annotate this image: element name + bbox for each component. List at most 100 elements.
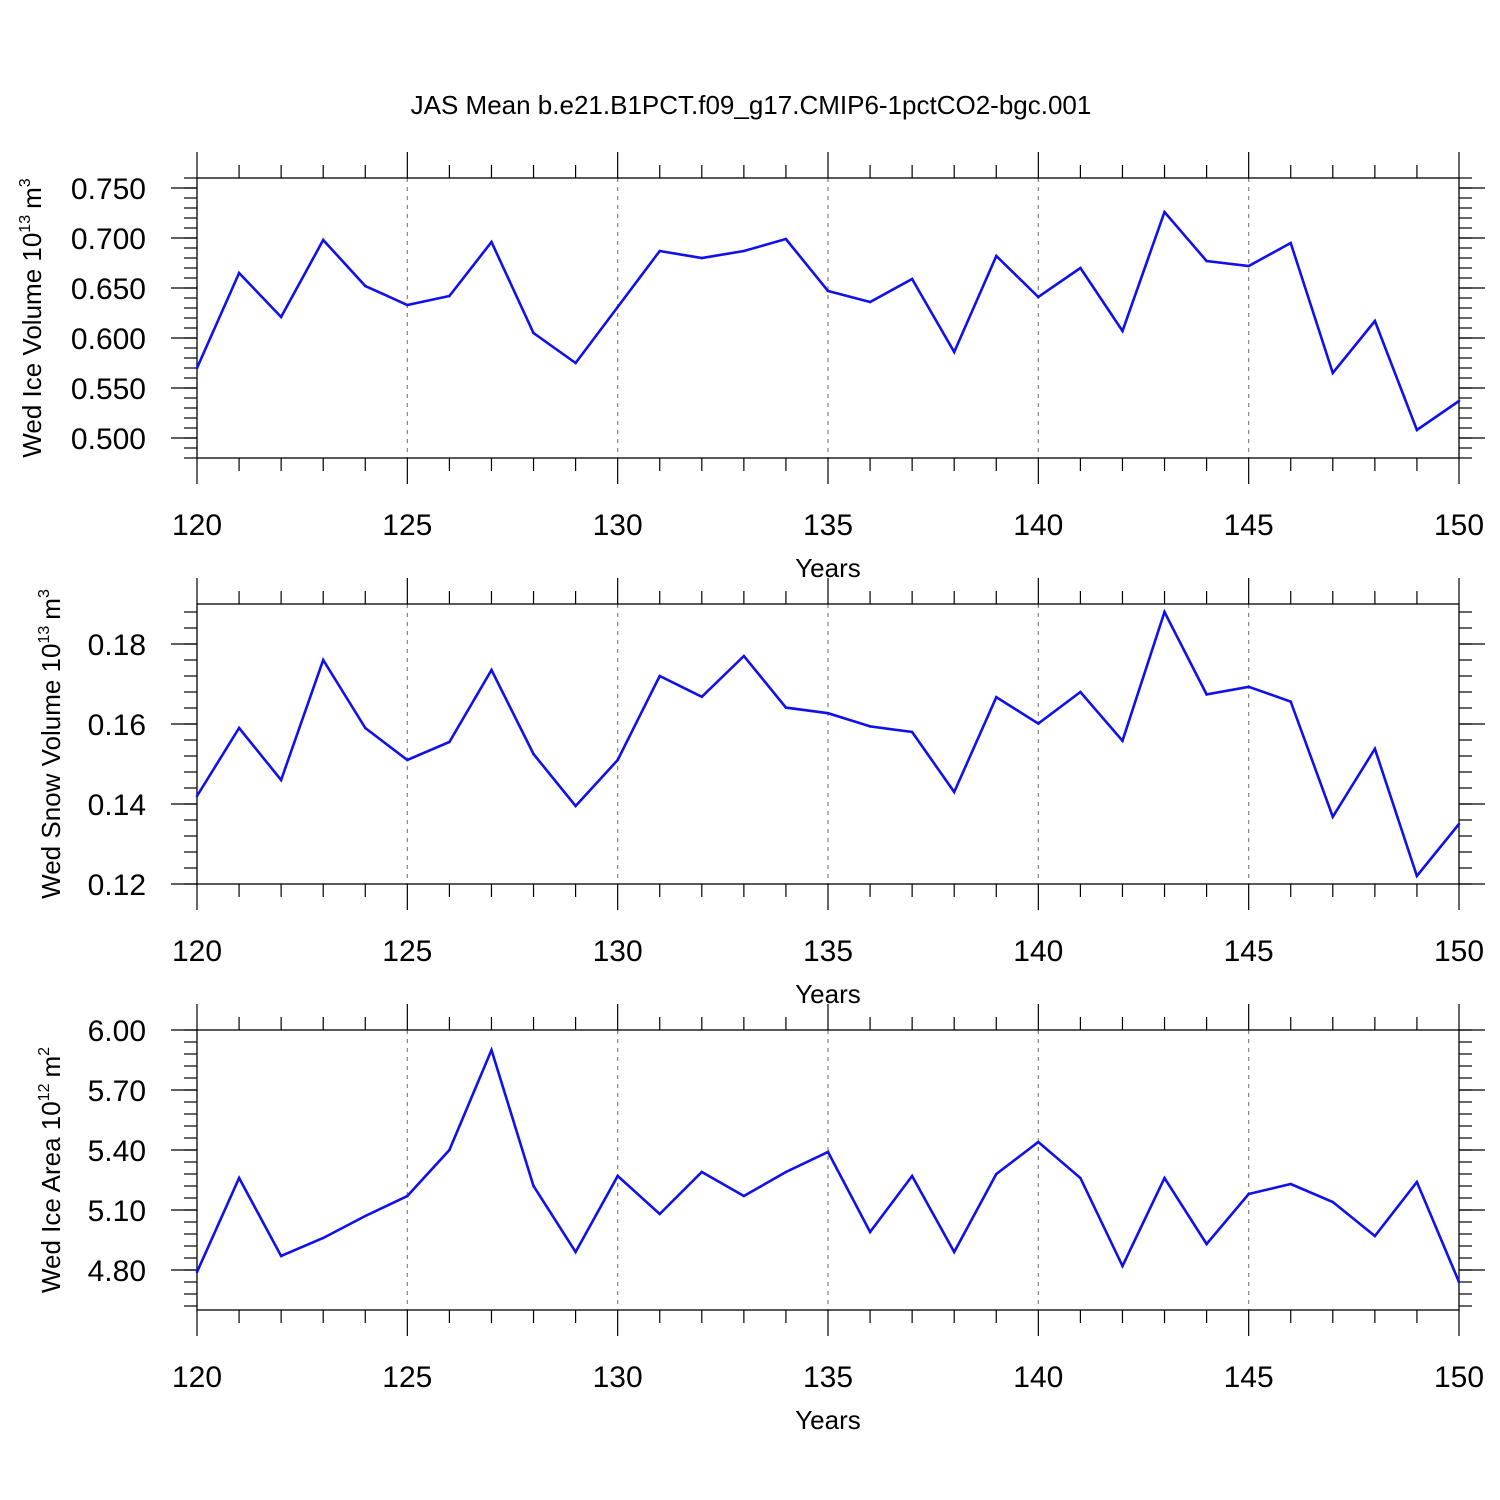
y-tick-label: 0.500 — [71, 423, 146, 456]
y-tick-label: 0.700 — [71, 223, 146, 256]
y-axis-title-unit-exponent: 2 — [36, 1047, 53, 1056]
x-tick-label: 125 — [382, 509, 432, 542]
x-axis-title: Years — [795, 1405, 861, 1435]
data-point — [784, 1170, 788, 1174]
data-point — [658, 674, 662, 678]
y-tick-label: 0.16 — [88, 709, 146, 742]
data-point — [742, 1194, 746, 1198]
data-point — [742, 654, 746, 658]
x-tick-label: 135 — [803, 509, 853, 542]
data-point — [658, 249, 662, 253]
data-point — [490, 668, 493, 672]
x-tick-label: 140 — [1013, 935, 1063, 968]
data-point — [1415, 1180, 1419, 1184]
x-tick-label: 140 — [1013, 1361, 1063, 1394]
x-tick-label: 120 — [172, 509, 222, 542]
x-tick-label: 145 — [1224, 935, 1274, 968]
x-tick-label: 150 — [1434, 509, 1484, 542]
data-point — [406, 303, 409, 307]
data-point — [742, 249, 746, 253]
data-point — [1331, 815, 1335, 819]
data-point — [1079, 1176, 1082, 1180]
data-point — [1373, 1234, 1377, 1238]
data-point — [910, 1174, 914, 1178]
data-point — [826, 289, 830, 293]
data-point — [994, 695, 998, 699]
data-point — [237, 726, 241, 730]
x-tick-label: 130 — [593, 1361, 643, 1394]
data-point — [321, 1236, 325, 1240]
y-axis-title: Wed Snow Volume 1013 m3 — [36, 589, 66, 899]
x-tick-label: 135 — [803, 1361, 853, 1394]
data-point — [1289, 241, 1293, 245]
data-point — [448, 740, 451, 744]
data-point — [1289, 700, 1293, 703]
data-point — [1163, 610, 1166, 614]
y-axis-title-text: Wed Ice Volume 10 — [17, 233, 47, 458]
data-point — [1079, 266, 1082, 270]
y-tick-label: 0.600 — [71, 323, 146, 356]
y-axis-title-text: Wed Ice Area 10 — [36, 1101, 66, 1293]
data-point — [1457, 1280, 1461, 1284]
data-point — [237, 1176, 241, 1180]
x-tick-label: 130 — [593, 509, 643, 542]
y-tick-label: 5.10 — [88, 1195, 146, 1228]
y-axis-title: Wed Ice Volume 1013 m3 — [17, 178, 47, 457]
data-point — [490, 240, 493, 244]
x-tick-label: 145 — [1224, 509, 1274, 542]
data-point — [616, 305, 619, 309]
figure-title: JAS Mean b.e21.B1PCT.f09_g17.CMIP6-1pctC… — [411, 90, 1092, 120]
data-point — [406, 758, 409, 762]
data-point — [868, 725, 872, 728]
y-tick-label: 0.650 — [71, 273, 146, 306]
data-point — [868, 1230, 872, 1234]
data-point — [321, 238, 325, 242]
y-axis-title-exponent: 13 — [36, 626, 53, 644]
data-point — [1457, 822, 1461, 826]
data-point — [1037, 295, 1040, 299]
data-point — [279, 1254, 283, 1258]
data-point — [1247, 1192, 1250, 1196]
y-tick-label: 0.12 — [88, 869, 146, 902]
y-axis-title-unit-exponent: 3 — [17, 178, 34, 187]
x-tick-label: 120 — [172, 935, 222, 968]
x-tick-label: 150 — [1434, 1361, 1484, 1394]
data-point — [195, 794, 199, 798]
data-point — [279, 778, 283, 782]
data-point — [700, 1170, 704, 1174]
data-point — [910, 277, 914, 281]
data-point — [363, 284, 367, 288]
data-point — [406, 1194, 409, 1198]
x-tick-label: 135 — [803, 935, 853, 968]
data-point — [1331, 1200, 1335, 1204]
data-point — [952, 790, 956, 794]
data-point — [532, 1184, 535, 1188]
data-point — [700, 695, 704, 699]
data-point — [448, 1148, 451, 1152]
y-axis-title-text: Wed Snow Volume 10 — [36, 644, 66, 899]
data-point — [237, 271, 241, 275]
data-point — [868, 300, 872, 304]
data-point — [195, 1270, 199, 1274]
data-point — [1247, 685, 1250, 689]
panel-3: 4.80 5.10 5.40 5.70 6.00 120 125 130 135 140 145 15… — [36, 1004, 1485, 1435]
x-tick-label: 125 — [382, 1361, 432, 1394]
data-point — [448, 294, 451, 298]
data-point — [321, 658, 325, 662]
data-point — [658, 1212, 662, 1216]
y-tick-label: 5.70 — [88, 1075, 146, 1108]
x-tick-label: 140 — [1013, 509, 1063, 542]
data-point — [532, 752, 535, 756]
y-tick-label: 6.00 — [88, 1015, 146, 1048]
y-tick-label: 0.18 — [88, 629, 146, 662]
x-tick-label: 130 — [593, 935, 643, 968]
data-point — [784, 706, 788, 709]
x-tick-label: 145 — [1224, 1361, 1274, 1394]
data-point — [616, 1174, 619, 1178]
y-axis-title-unit: m — [36, 598, 66, 620]
y-tick-label: 0.14 — [88, 789, 146, 822]
data-point — [532, 331, 535, 335]
data-point — [195, 366, 199, 370]
y-tick-label: 4.80 — [88, 1255, 146, 1288]
